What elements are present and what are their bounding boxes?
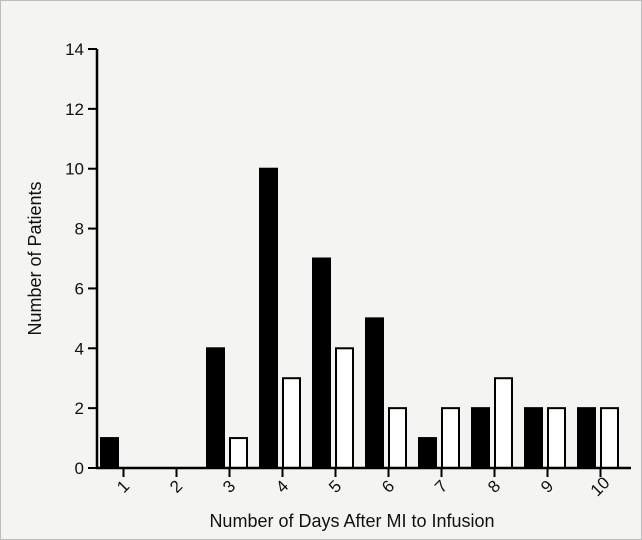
bar-series-2-day-10 xyxy=(600,407,619,469)
y-tick-label-10: 10 xyxy=(65,160,84,179)
bar-series-1-day-9 xyxy=(524,407,543,469)
x-tick-label-6: 6 xyxy=(378,477,398,497)
x-axis-title: Number of Days After MI to Infusion xyxy=(209,511,494,531)
bar-series-2-day-4 xyxy=(282,377,301,470)
x-tick-label-2: 2 xyxy=(166,477,186,497)
y-tick-label-12: 12 xyxy=(65,100,84,119)
y-tick-label-2: 2 xyxy=(75,399,84,418)
bar-series-1-day-8 xyxy=(471,407,490,469)
y-tick-label-6: 6 xyxy=(75,279,84,298)
y-tick-label-4: 4 xyxy=(75,339,84,358)
bar-series-2-day-8 xyxy=(494,377,513,470)
x-tick-label-9: 9 xyxy=(537,477,557,497)
bar-series-2-day-6 xyxy=(388,407,407,469)
bar-series-1-day-4 xyxy=(259,167,278,469)
bar-series-2-day-9 xyxy=(547,407,566,469)
x-tick-label-1: 1 xyxy=(113,477,133,497)
bar-series-1-day-6 xyxy=(365,317,384,469)
bar-series-1-day-7 xyxy=(418,437,437,470)
axes-group xyxy=(88,48,631,477)
x-tick-label-5: 5 xyxy=(325,477,345,497)
bar-series-2-day-7 xyxy=(441,407,460,469)
x-tick-label-3: 3 xyxy=(219,477,239,497)
x-tick-label-10: 10 xyxy=(587,473,614,500)
y-tick-label-8: 8 xyxy=(75,220,84,239)
x-tick-label-8: 8 xyxy=(484,477,504,497)
bar-series-1-day-1 xyxy=(100,437,119,470)
y-tick-label-0: 0 xyxy=(75,459,84,478)
x-tick-label-4: 4 xyxy=(272,477,292,497)
bar-series-1-day-3 xyxy=(206,347,225,469)
y-tick-label-14: 14 xyxy=(65,40,84,59)
bar-series-2-day-3 xyxy=(229,437,248,470)
bars-group xyxy=(100,167,619,470)
x-tick-label-7: 7 xyxy=(431,477,451,497)
bar-series-2-day-5 xyxy=(335,347,354,469)
y-axis-title: Number of Patients xyxy=(25,181,45,335)
bar-series-1-day-10 xyxy=(577,407,596,469)
bar-series-1-day-5 xyxy=(312,257,331,469)
